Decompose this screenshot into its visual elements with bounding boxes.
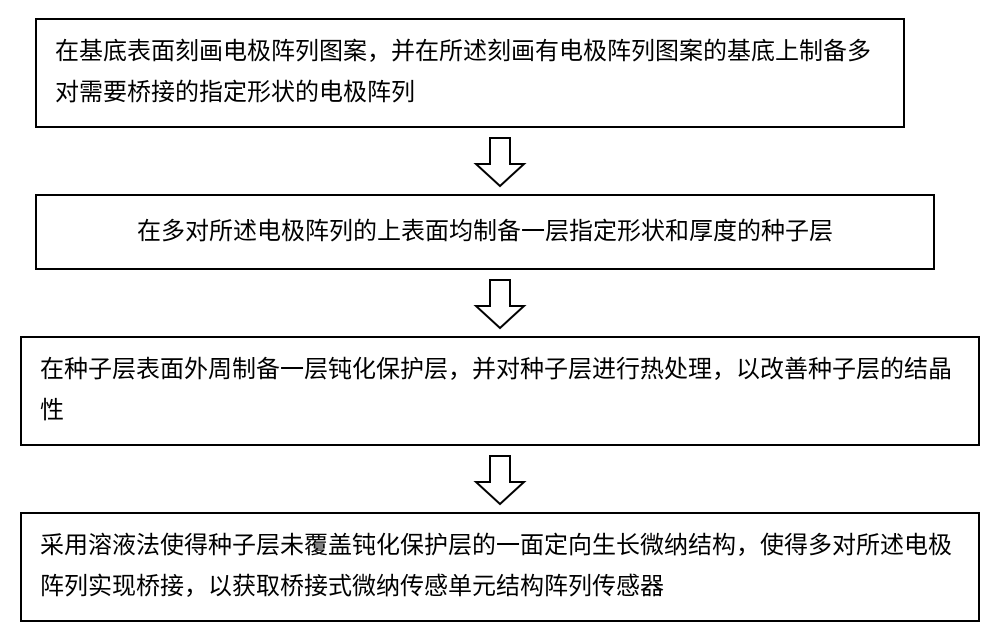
arrow-1 (472, 136, 528, 188)
arrow-3 (472, 454, 528, 506)
step-3-text: 在种子层表面外周制备一层钝化保护层，并对种子层进行热处理，以改善种子层的结晶性 (40, 357, 952, 424)
step-4-text: 采用溶液法使得种子层未覆盖钝化保护层的一面定向生长微纳结构，使得多对所述电极阵列… (40, 533, 952, 600)
step-1-text: 在基底表面刻画电极阵列图案，并在所述刻画有电极阵列图案的基底上制备多对需要桥接的… (55, 39, 871, 106)
arrow-2 (472, 278, 528, 330)
flowchart-step-3: 在种子层表面外周制备一层钝化保护层，并对种子层进行热处理，以改善种子层的结晶性 (20, 336, 980, 446)
flowchart-step-4: 采用溶液法使得种子层未覆盖钝化保护层的一面定向生长微纳结构，使得多对所述电极阵列… (20, 512, 980, 622)
step-2-text: 在多对所述电极阵列的上表面均制备一层指定形状和厚度的种子层 (137, 219, 833, 245)
flowchart-step-2: 在多对所述电极阵列的上表面均制备一层指定形状和厚度的种子层 (35, 194, 935, 271)
flowchart-step-1: 在基底表面刻画电极阵列图案，并在所述刻画有电极阵列图案的基底上制备多对需要桥接的… (35, 18, 905, 128)
